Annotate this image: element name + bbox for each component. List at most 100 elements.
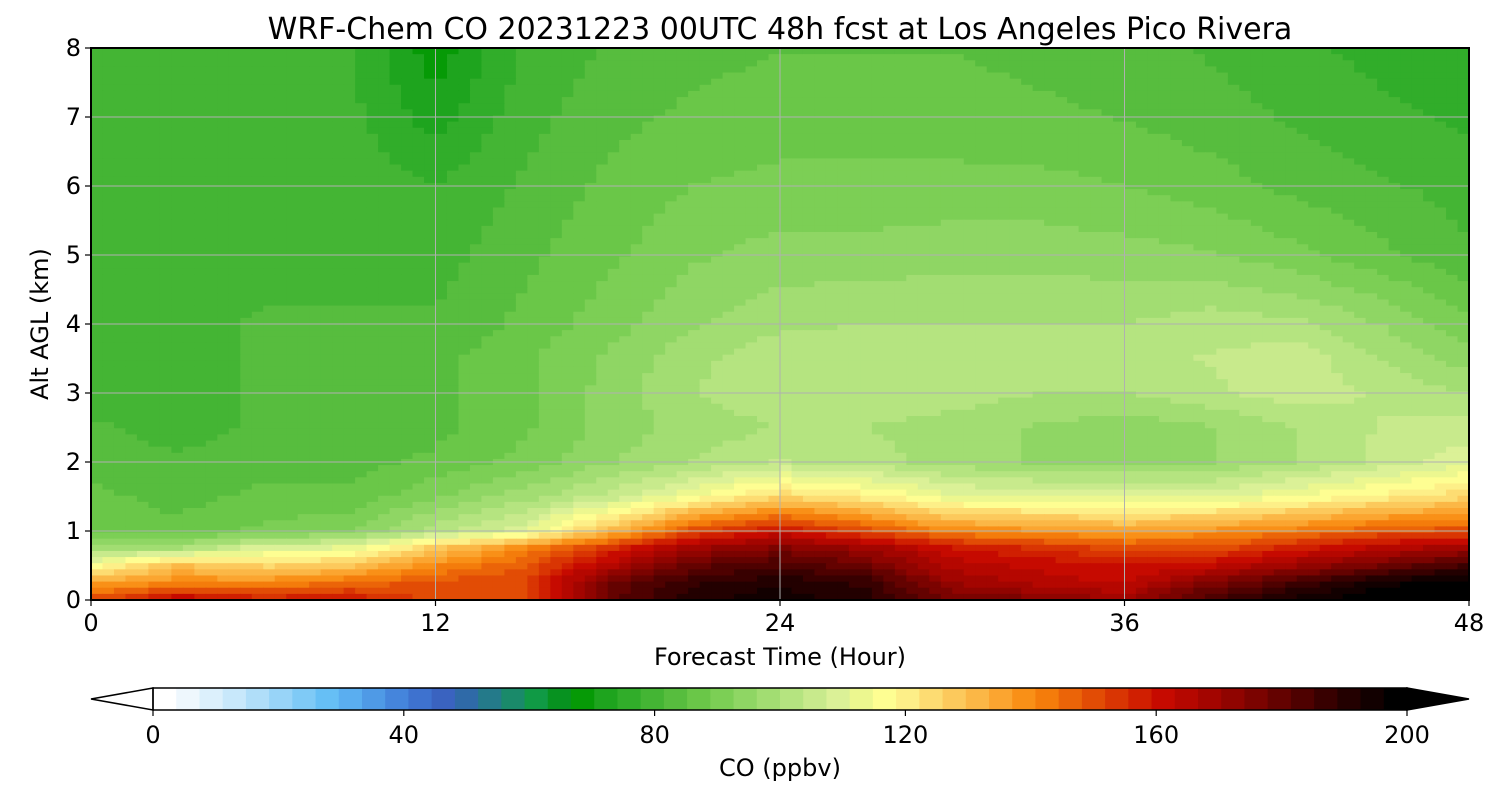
heatmap-cell bbox=[917, 103, 930, 110]
heatmap-cell bbox=[343, 164, 356, 172]
heatmap-cell bbox=[1365, 238, 1378, 245]
heatmap-cell bbox=[802, 48, 816, 55]
heatmap-cell bbox=[1009, 262, 1022, 270]
heatmap-cell bbox=[665, 103, 678, 110]
heatmap-cell bbox=[1227, 72, 1240, 80]
heatmap-cell bbox=[1204, 158, 1217, 166]
heatmap-cell bbox=[802, 170, 816, 178]
heatmap-cell bbox=[263, 121, 276, 129]
heatmap-cell bbox=[1400, 164, 1413, 172]
heatmap-cell bbox=[492, 121, 505, 129]
heatmap-cell bbox=[412, 103, 425, 110]
heatmap-cell bbox=[573, 170, 586, 178]
heatmap-cell bbox=[251, 281, 264, 288]
heatmap-cell bbox=[975, 244, 988, 251]
heatmap-cell bbox=[1158, 103, 1172, 110]
heatmap-cell bbox=[711, 48, 724, 55]
heatmap-cell bbox=[1423, 207, 1436, 215]
heatmap-cell bbox=[791, 207, 804, 215]
heatmap-cell bbox=[906, 232, 919, 239]
heatmap-cell bbox=[768, 133, 781, 141]
heatmap-cell bbox=[596, 219, 609, 227]
heatmap-cell bbox=[665, 250, 678, 258]
heatmap-cell bbox=[894, 225, 907, 233]
heatmap-cell bbox=[1124, 66, 1137, 74]
heatmap-cell bbox=[1124, 201, 1137, 209]
heatmap-cell bbox=[458, 219, 471, 227]
heatmap-cell bbox=[309, 238, 322, 245]
heatmap-cell bbox=[780, 299, 793, 307]
heatmap-cell bbox=[481, 281, 494, 288]
heatmap-cell bbox=[825, 207, 839, 215]
heatmap-cell bbox=[481, 170, 494, 178]
heatmap-cell bbox=[814, 146, 827, 153]
heatmap-cell bbox=[630, 84, 643, 92]
heatmap-cell bbox=[917, 164, 930, 172]
heatmap-cell bbox=[791, 238, 804, 245]
heatmap-cell bbox=[1067, 293, 1080, 301]
heatmap-cell bbox=[1021, 103, 1034, 110]
heatmap-cell bbox=[1365, 293, 1378, 301]
heatmap-cell bbox=[1308, 207, 1321, 215]
heatmap-cell bbox=[1365, 201, 1378, 209]
heatmap-cell bbox=[1055, 90, 1068, 98]
heatmap-cell bbox=[1090, 207, 1103, 215]
heatmap-cell bbox=[527, 121, 540, 129]
heatmap-cell bbox=[688, 146, 701, 153]
heatmap-cell bbox=[320, 146, 333, 153]
heatmap-cell bbox=[952, 176, 965, 184]
heatmap-cell bbox=[320, 170, 333, 178]
heatmap-cell bbox=[217, 140, 230, 147]
heatmap-cell bbox=[1434, 121, 1447, 129]
heatmap-cell bbox=[986, 72, 999, 80]
heatmap-cell bbox=[871, 66, 884, 74]
heatmap-cell bbox=[1009, 78, 1022, 86]
heatmap-cell bbox=[469, 250, 483, 258]
heatmap-cell bbox=[401, 48, 414, 55]
heatmap-cell bbox=[240, 293, 253, 301]
heatmap-cell bbox=[446, 219, 460, 227]
heatmap-cell bbox=[1365, 207, 1378, 215]
heatmap-cell bbox=[515, 189, 528, 196]
heatmap-cell bbox=[573, 115, 586, 123]
heatmap-cell bbox=[102, 244, 115, 251]
heatmap-cell bbox=[1135, 60, 1149, 67]
heatmap-cell bbox=[171, 256, 184, 264]
heatmap-cell bbox=[550, 281, 563, 288]
heatmap-cell bbox=[492, 127, 505, 135]
heatmap-cell bbox=[768, 195, 781, 202]
heatmap-cell bbox=[320, 189, 333, 196]
heatmap-cell bbox=[607, 170, 620, 178]
heatmap-cell bbox=[1090, 133, 1103, 141]
heatmap-cell bbox=[401, 287, 414, 294]
heatmap-cell bbox=[1147, 250, 1160, 258]
heatmap-cell bbox=[998, 232, 1011, 239]
heatmap-cell bbox=[768, 238, 781, 245]
heatmap-cell bbox=[251, 133, 264, 141]
heatmap-cell bbox=[952, 97, 965, 104]
heatmap-cell bbox=[1400, 48, 1413, 55]
heatmap-cell bbox=[630, 72, 643, 80]
heatmap-cell bbox=[1308, 146, 1321, 153]
heatmap-cell bbox=[1434, 133, 1447, 141]
heatmap-cell bbox=[458, 48, 471, 55]
heatmap-cell bbox=[688, 72, 701, 80]
heatmap-cell bbox=[734, 158, 747, 166]
heatmap-cell bbox=[1204, 109, 1217, 117]
heatmap-cell bbox=[240, 274, 253, 282]
heatmap-cell bbox=[1365, 219, 1378, 227]
heatmap-cell bbox=[791, 250, 804, 258]
heatmap-cell bbox=[1090, 60, 1103, 67]
heatmap-cell bbox=[515, 103, 528, 110]
heatmap-cell bbox=[458, 164, 471, 172]
heatmap-cell bbox=[1296, 152, 1309, 159]
heatmap-cell bbox=[125, 176, 138, 184]
heatmap-cell bbox=[182, 195, 195, 202]
heatmap-cell bbox=[1113, 72, 1126, 80]
heatmap-cell bbox=[814, 195, 827, 202]
heatmap-cell bbox=[389, 219, 402, 227]
heatmap-cell bbox=[1411, 170, 1424, 178]
heatmap-cell bbox=[332, 176, 345, 184]
heatmap-cell bbox=[653, 97, 666, 104]
heatmap-cell bbox=[791, 164, 804, 172]
